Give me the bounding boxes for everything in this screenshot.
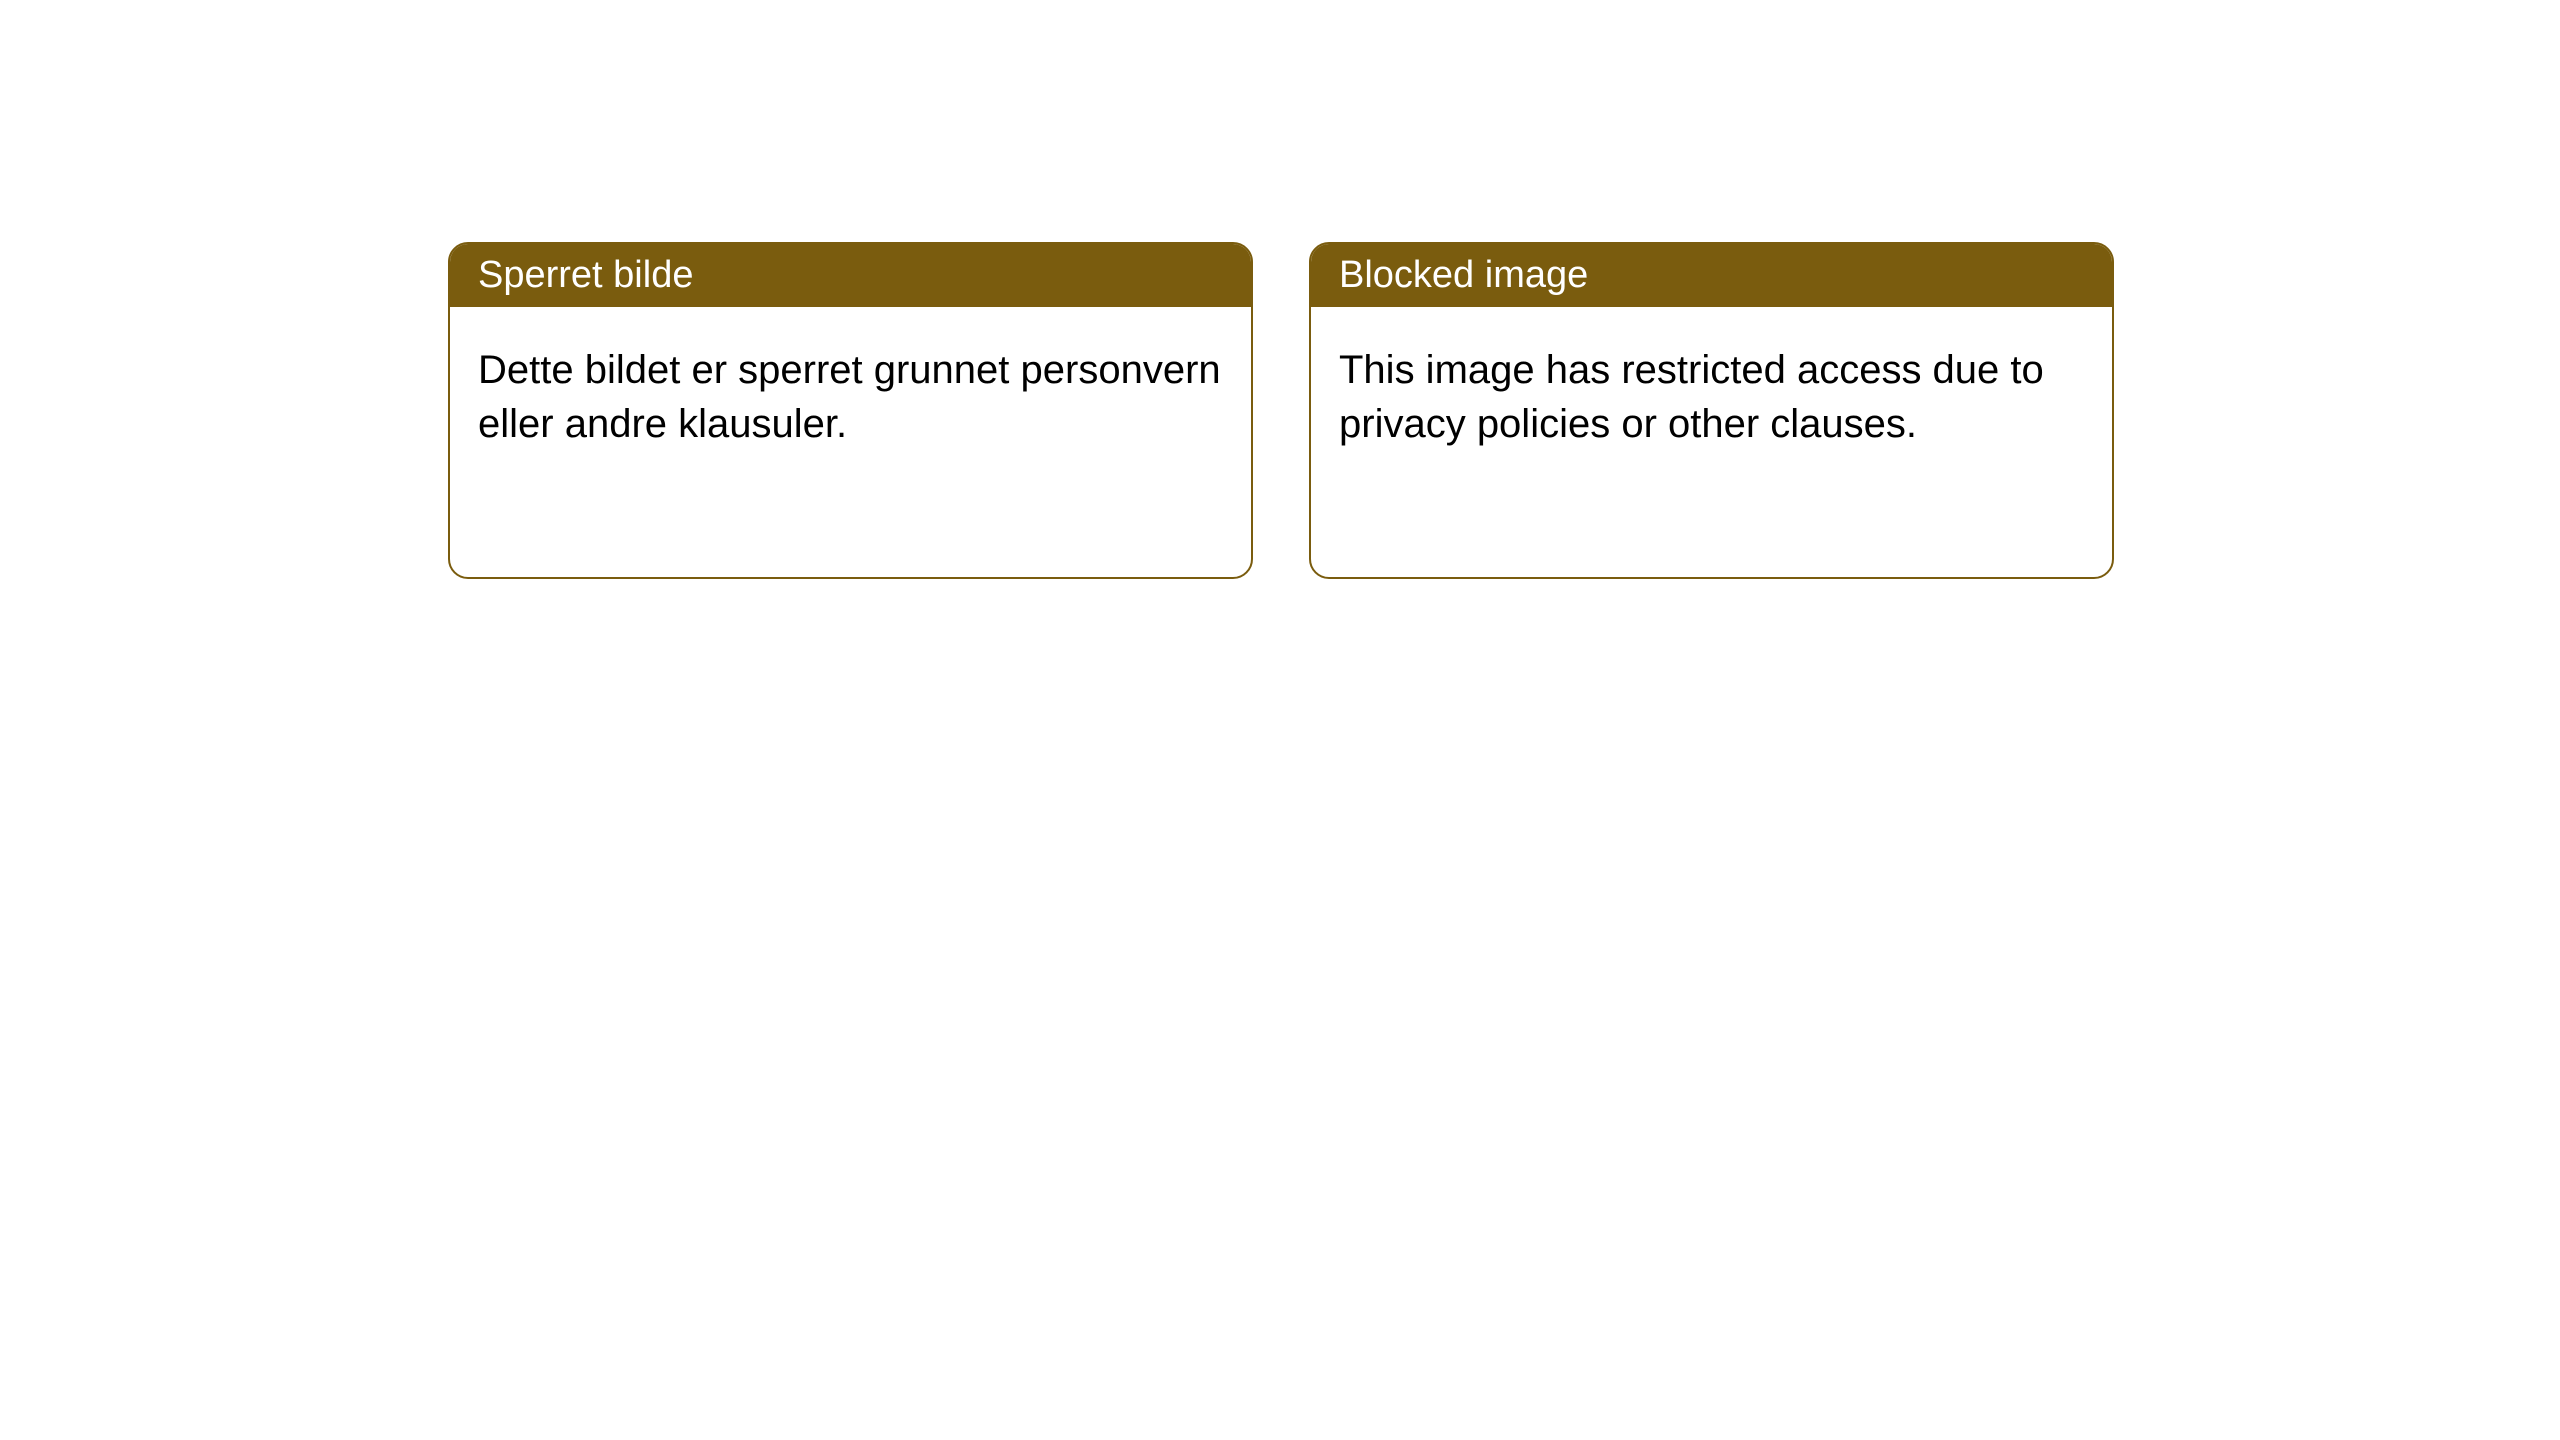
card-header: Sperret bilde	[450, 244, 1251, 307]
card-body-text: Dette bildet er sperret grunnet personve…	[478, 348, 1221, 446]
notice-cards-container: Sperret bilde Dette bildet er sperret gr…	[448, 242, 2114, 579]
card-body: Dette bildet er sperret grunnet personve…	[450, 307, 1251, 577]
card-title: Sperret bilde	[478, 254, 693, 296]
card-title: Blocked image	[1339, 254, 1588, 296]
card-body: This image has restricted access due to …	[1311, 307, 2112, 577]
card-body-text: This image has restricted access due to …	[1339, 348, 2044, 446]
card-header: Blocked image	[1311, 244, 2112, 307]
notice-card-norwegian: Sperret bilde Dette bildet er sperret gr…	[448, 242, 1253, 579]
notice-card-english: Blocked image This image has restricted …	[1309, 242, 2114, 579]
